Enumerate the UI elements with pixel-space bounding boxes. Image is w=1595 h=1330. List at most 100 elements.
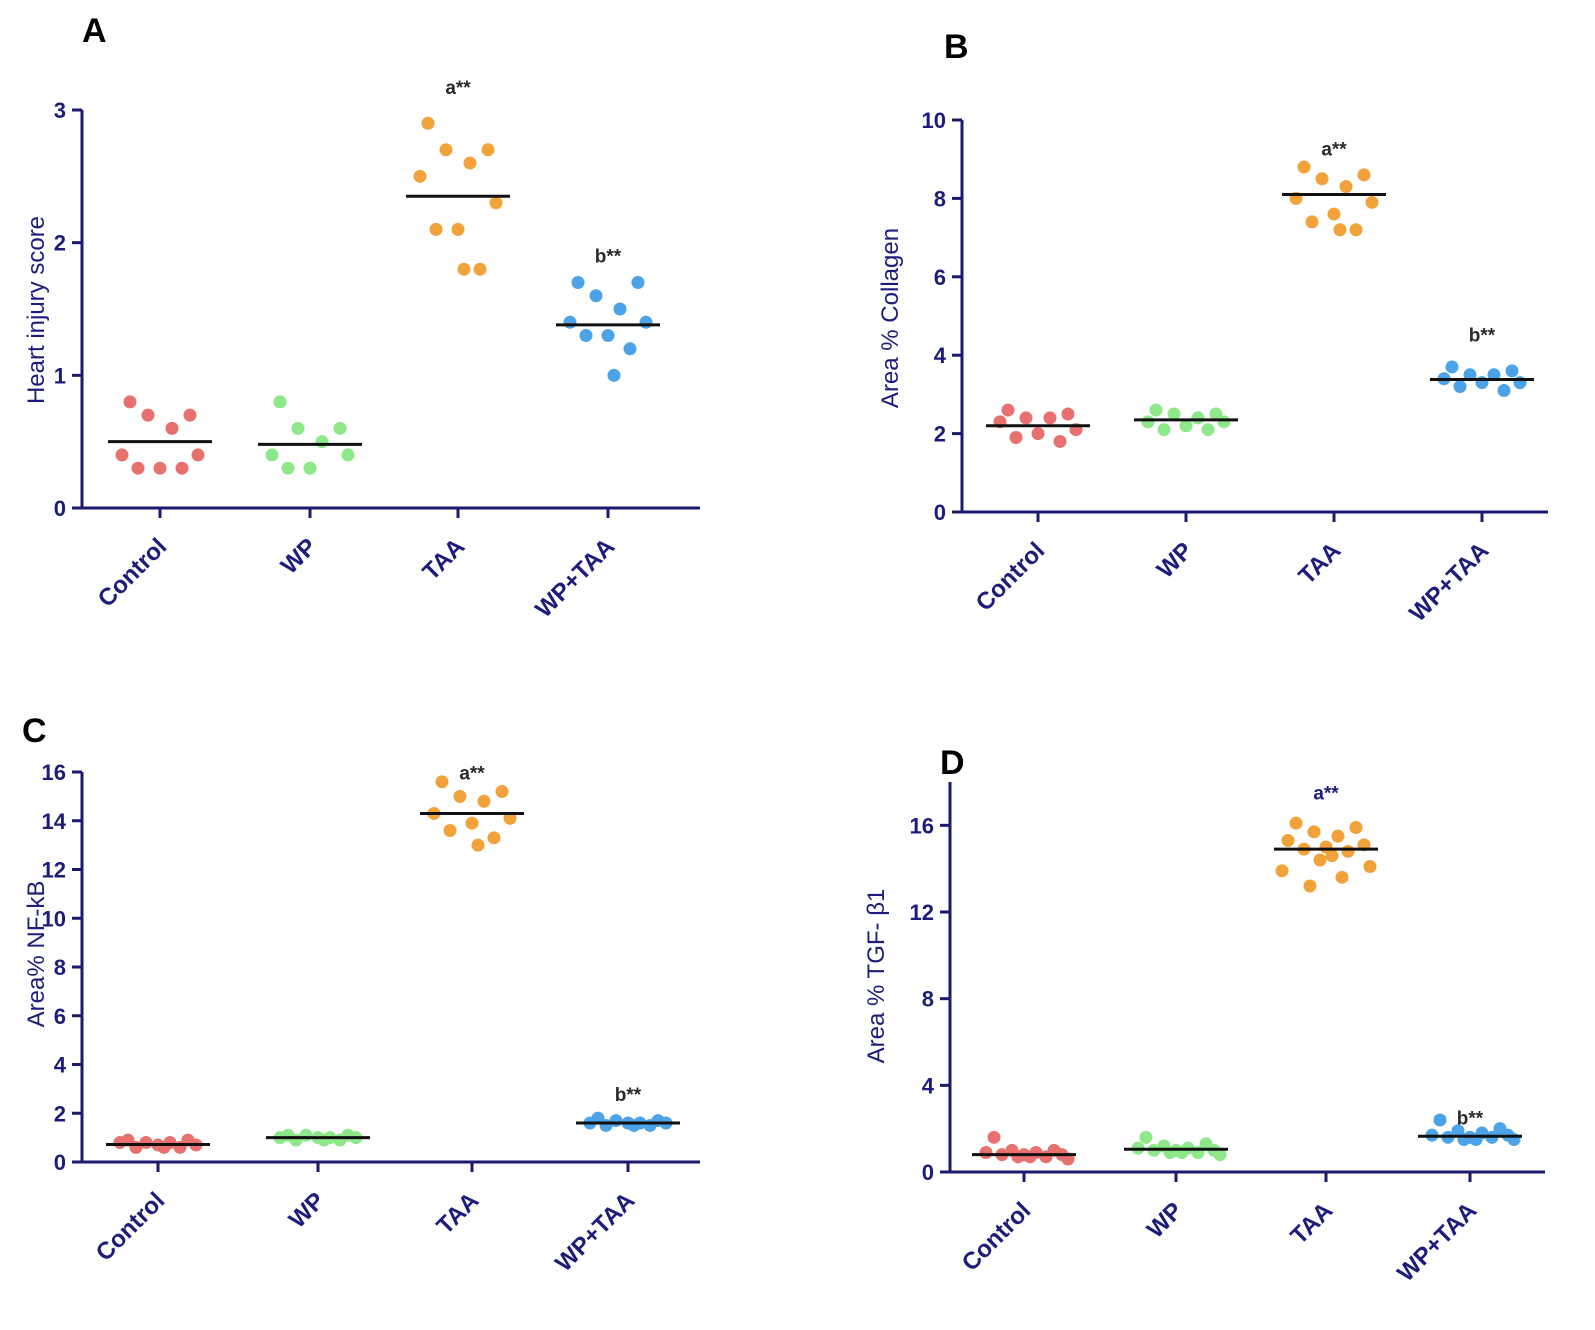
- series-taa: [420, 775, 524, 852]
- series-control: [108, 395, 212, 475]
- data-point: [1053, 434, 1067, 448]
- y-tick-label: 14: [42, 809, 67, 834]
- data-point: [463, 156, 477, 170]
- data-point: [1001, 403, 1015, 417]
- series-wp: [258, 395, 362, 475]
- data-point: [579, 329, 593, 343]
- data-point: [1325, 849, 1339, 863]
- x-tick-label-wp-taa: WP+TAA: [530, 533, 620, 623]
- significance-label: b**: [1457, 1108, 1484, 1129]
- data-point: [631, 275, 645, 289]
- x-tick-label-control: Control: [91, 1187, 170, 1266]
- data-point: [289, 1133, 303, 1147]
- data-point: [291, 421, 305, 435]
- data-point: [1275, 864, 1289, 878]
- data-point: [1349, 223, 1363, 237]
- x-tick-label-wp: WP: [284, 1187, 330, 1233]
- series-wp-taa: [1430, 360, 1534, 397]
- data-point: [1061, 407, 1075, 421]
- significance-label: a**: [1321, 139, 1347, 160]
- data-point: [191, 448, 205, 462]
- significance-label: a**: [459, 763, 485, 784]
- y-tick-label: 6: [934, 265, 946, 290]
- y-tick-label: 4: [934, 343, 947, 368]
- data-point: [465, 816, 479, 830]
- data-point: [1179, 419, 1193, 433]
- data-point: [987, 1130, 1001, 1144]
- data-point: [1011, 1150, 1025, 1164]
- data-point: [1363, 860, 1377, 873]
- data-point: [421, 116, 435, 130]
- series-wp-taa: [556, 275, 660, 382]
- data-point: [495, 785, 509, 798]
- data-point: [1303, 879, 1317, 893]
- data-point: [439, 143, 453, 157]
- data-point: [1497, 383, 1511, 397]
- data-point: [183, 408, 197, 422]
- data-point: [153, 461, 167, 475]
- data-point: [157, 1140, 171, 1154]
- data-point: [607, 368, 621, 382]
- panel-letter: D: [940, 744, 965, 782]
- y-tick-label: 2: [54, 231, 66, 256]
- data-point: [453, 789, 467, 803]
- data-point: [129, 1140, 143, 1154]
- data-point: [1305, 215, 1319, 229]
- data-point: [487, 831, 501, 845]
- y-tick-label: 4: [54, 1053, 67, 1078]
- x-tick-label-control: Control: [971, 537, 1050, 616]
- data-point: [115, 448, 129, 462]
- series-taa: [1282, 160, 1386, 237]
- data-point: [1289, 816, 1303, 830]
- panel-letter: B: [944, 28, 969, 66]
- data-point: [443, 824, 457, 837]
- data-point: [639, 315, 653, 329]
- chart-panel-c: C 0 2 4 6 8 10 12 14 16 Area% NF-kB Control WP TAA WP+…: [22, 712, 700, 1277]
- data-point: [1335, 870, 1349, 884]
- data-point: [141, 408, 155, 422]
- y-tick-label: 2: [934, 422, 946, 447]
- data-point: [1349, 821, 1363, 834]
- data-point: [489, 196, 503, 210]
- chart-panel-d: D 0 4 8 12 16 Area % TGF- β1 Control WP TAA WP+TAA…: [863, 744, 1545, 1287]
- data-point: [613, 302, 627, 316]
- data-point: [477, 794, 491, 808]
- y-tick-label: 4: [922, 1073, 935, 1098]
- y-tick-label: 0: [922, 1160, 934, 1185]
- y-tick-label: 12: [910, 900, 934, 925]
- data-point: [473, 262, 487, 276]
- data-point: [131, 461, 145, 475]
- data-point: [1327, 207, 1341, 221]
- data-point: [1039, 1150, 1053, 1164]
- panel-letter: C: [22, 712, 47, 750]
- data-point: [1331, 829, 1345, 843]
- data-point: [175, 461, 189, 475]
- y-tick-label: 1: [54, 363, 66, 388]
- data-point: [435, 775, 449, 789]
- data-point: [1019, 411, 1033, 425]
- data-point: [317, 1133, 331, 1147]
- data-point: [1213, 1148, 1227, 1162]
- series-wp: [1124, 1130, 1228, 1162]
- y-tick-label: 16: [910, 813, 934, 838]
- y-axis-label: Heart injury score: [23, 216, 50, 404]
- data-point: [1365, 195, 1379, 209]
- data-point: [563, 315, 577, 329]
- x-tick-label-taa: TAA: [1286, 1197, 1339, 1250]
- significance-label: a**: [1313, 783, 1339, 804]
- data-point: [481, 143, 495, 157]
- series-wp-taa: [576, 1111, 680, 1132]
- y-tick-label: 0: [934, 500, 946, 525]
- data-point: [457, 262, 471, 276]
- data-point: [265, 448, 279, 462]
- data-point: [1307, 825, 1321, 839]
- data-point: [1023, 1150, 1037, 1164]
- x-tick-label-control: Control: [93, 533, 172, 612]
- data-point: [571, 275, 585, 289]
- data-point: [1191, 411, 1205, 425]
- significance-label: b**: [595, 247, 622, 268]
- chart-panel-a: A 0 1 2 3 Heart injury score Control WP TAA WP+TA…: [23, 12, 700, 623]
- data-point: [1209, 407, 1223, 421]
- series-taa: [1274, 816, 1378, 893]
